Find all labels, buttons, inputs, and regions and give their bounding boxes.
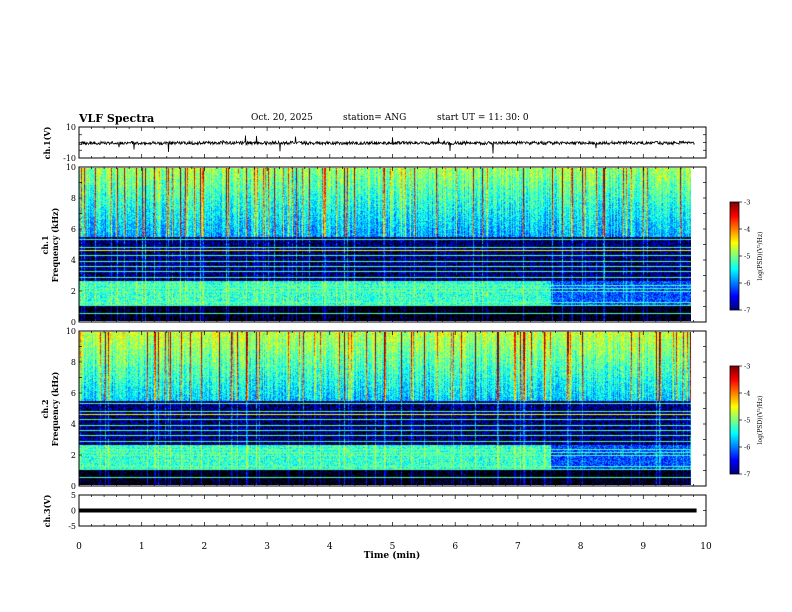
xtick-label: 2 bbox=[202, 542, 208, 552]
ch1-colorbar-frame bbox=[729, 201, 740, 311]
ytick-label-p3: 0 bbox=[71, 482, 76, 491]
ytick-label-p3: 6 bbox=[71, 389, 76, 398]
ch3-voltage-ylabel: ch.3(V) bbox=[42, 494, 52, 527]
ytick-label-p1: -10 bbox=[63, 154, 76, 163]
xtick-label: 3 bbox=[264, 542, 270, 552]
ch1-colorbar bbox=[730, 202, 739, 310]
ch2-spectrogram bbox=[79, 332, 691, 485]
ch2-colorbar-tick: -4 bbox=[744, 390, 750, 398]
ytick-label-p2: 8 bbox=[71, 194, 76, 203]
ch2-colorbar-tick: -7 bbox=[744, 471, 750, 479]
ch1-colorbar-tick: -5 bbox=[744, 253, 750, 261]
start-time-label: start UT = 11: 30: 0 bbox=[437, 113, 529, 123]
ytick-label-p3: 2 bbox=[71, 451, 76, 460]
ch2-colorbar-tick: -6 bbox=[744, 444, 750, 452]
ytick-label-p4: 0 bbox=[71, 507, 76, 516]
ch1-voltage-ylabel: ch.1(V) bbox=[42, 126, 52, 159]
ch1-colorbar-tick: -7 bbox=[744, 307, 750, 315]
ytick-label-p2: 10 bbox=[66, 163, 76, 172]
ch1-spectrogram bbox=[79, 168, 691, 321]
xtick-label: 0 bbox=[76, 542, 82, 552]
xtick-label: 4 bbox=[327, 542, 333, 552]
ytick-label-p3: 10 bbox=[66, 327, 76, 336]
ch1-colorbar-label: log(PSD)(V²/Hz) bbox=[757, 232, 764, 281]
date-label: Oct. 20, 2025 bbox=[251, 113, 313, 123]
ch2-colorbar-frame bbox=[729, 365, 740, 475]
ytick-label-p4: 5 bbox=[71, 491, 76, 500]
ch2-colorbar-tick: -5 bbox=[744, 417, 750, 425]
ytick-label-p2: 0 bbox=[71, 318, 76, 327]
xtick-label: 10 bbox=[700, 542, 712, 552]
xtick-label: 1 bbox=[139, 542, 145, 552]
ytick-label-p1: 10 bbox=[66, 123, 76, 132]
panel-frame-3 bbox=[78, 330, 707, 487]
ytick-label-p2: 2 bbox=[71, 287, 76, 296]
xtick-label: 9 bbox=[640, 542, 646, 552]
ch1-spec-ylabel-channel: ch.1 bbox=[40, 235, 50, 254]
ch1-voltage-trace bbox=[78, 135, 695, 154]
ch2-colorbar bbox=[730, 366, 739, 474]
ch1-colorbar-tick: -4 bbox=[744, 226, 750, 234]
ch1-colorbar-tick: -3 bbox=[744, 199, 750, 207]
xtick-label: 6 bbox=[452, 542, 458, 552]
station-label: station= ANG bbox=[343, 113, 407, 123]
xtick-label: 8 bbox=[578, 542, 584, 552]
ch2-spec-ylabel-frequency: Frequency (kHz) bbox=[50, 371, 60, 446]
panel-frame-2 bbox=[78, 166, 707, 323]
figure-title: VLF Spectra bbox=[79, 112, 155, 125]
ytick-label-p4: -5 bbox=[68, 522, 76, 531]
x-axis-label: Time (min) bbox=[364, 550, 421, 561]
ch2-colorbar-label: log(PSD)(V²/Hz) bbox=[757, 396, 764, 445]
ytick-label-p3: 4 bbox=[71, 420, 76, 429]
ch2-colorbar-tick: -3 bbox=[744, 363, 750, 371]
ytick-label-p2: 6 bbox=[71, 225, 76, 234]
ch2-spec-ylabel-channel: ch.2 bbox=[40, 399, 50, 418]
ytick-label-p3: 8 bbox=[71, 358, 76, 367]
xtick-label: 5 bbox=[390, 542, 396, 552]
ch1-colorbar-tick: -6 bbox=[744, 280, 750, 288]
ch1-spec-ylabel-frequency: Frequency (kHz) bbox=[50, 207, 60, 282]
ytick-label-p2: 4 bbox=[71, 256, 76, 265]
xtick-label: 7 bbox=[515, 542, 521, 552]
